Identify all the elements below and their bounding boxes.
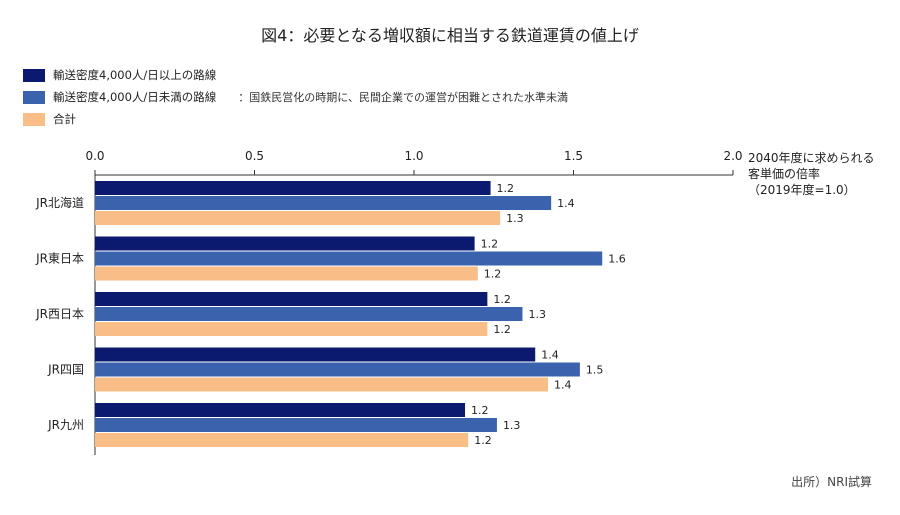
bar [95,403,466,417]
legend-note: ：国鉄民営化の時期に、民間企業での運営が困難とされた水準未満 [238,91,568,104]
bar [95,362,580,377]
legend-label-total: 合計 [53,112,76,126]
axis-unit-line3: （2019年度=1.0） [748,183,856,197]
data-label: 1.2 [474,434,492,447]
bar [95,307,523,321]
data-label: 1.5 [586,364,604,377]
x-tick-label: 0.5 [245,149,264,163]
legend-swatch-total [23,112,45,126]
axis-unit-line2: 客単価の倍率 [748,167,821,181]
data-label: 1.4 [557,197,575,210]
legend-item-low-density: 輸送密度4,000人/日未満の路線 ：国鉄民営化の時期に、民間企業での運営が困難… [23,86,568,108]
bar [95,322,488,336]
data-label: 1.2 [497,182,515,195]
data-label: 1.3 [503,419,521,432]
chart-title: 図4：必要となる増収額に相当する鉄道運賃の値上げ [261,26,639,45]
axis-unit-line1: 2040年度に求められる [748,151,875,165]
category-label: JR東日本 [35,252,84,266]
bar [95,433,469,447]
x-tick-label: 2.0 [723,149,742,163]
legend-label-high-density: 輸送密度4,000人/日以上の路線 [53,68,217,82]
x-tick-label: 1.0 [404,149,423,163]
bar [95,377,548,392]
bar [95,418,497,432]
data-label: 1.6 [608,253,626,266]
category-label: JR四国 [47,363,84,377]
legend-item-high-density: 輸送密度4,000人/日以上の路線 [23,64,568,86]
legend-swatch-high-density [23,68,45,82]
bar [95,196,552,210]
data-label: 1.2 [493,323,511,336]
bar [95,236,475,251]
bar [95,211,501,225]
legend-label-low-density: 輸送密度4,000人/日未満の路線 [53,90,217,104]
data-label: 1.2 [481,238,499,251]
bar [95,181,491,195]
legend-item-total: 合計 [23,108,568,130]
data-label: 1.3 [528,308,546,321]
axis-unit-label: 2040年度に求められる 客単価の倍率 （2019年度=1.0） [748,150,875,198]
legend: 輸送密度4,000人/日以上の路線 輸送密度4,000人/日未満の路線 ：国鉄民… [23,64,568,130]
x-tick-label: 1.5 [564,149,583,163]
category-label: JR西日本 [35,307,84,321]
data-label: 1.3 [506,212,524,225]
category-label: JR北海道 [35,195,84,210]
x-tick-label: 0.0 [85,149,104,163]
data-label: 1.2 [471,404,489,417]
category-label: JR九州 [47,418,84,432]
source-note: 出所）NRI試算 [791,475,872,489]
bar [95,251,603,266]
bar [95,347,536,362]
data-label: 1.4 [554,379,572,392]
bar [95,292,488,306]
data-label: 1.4 [541,349,559,362]
legend-swatch-low-density [23,90,45,104]
bar [95,266,478,281]
data-label: 1.2 [484,268,502,281]
data-label: 1.2 [493,293,511,306]
